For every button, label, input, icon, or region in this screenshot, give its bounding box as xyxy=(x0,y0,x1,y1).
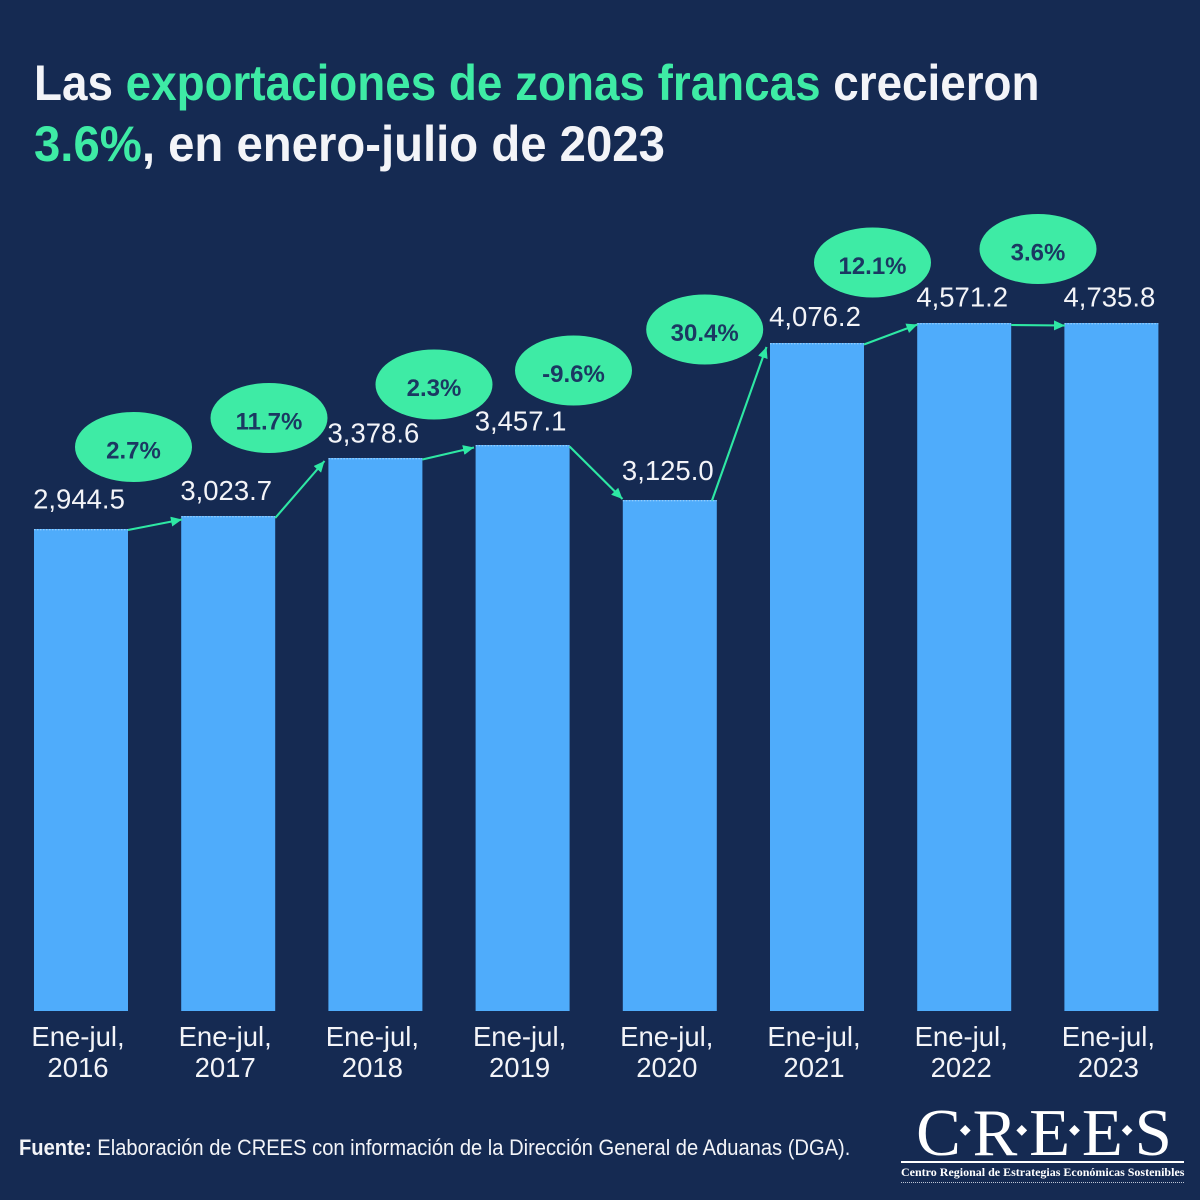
svg-text:-9.6%: -9.6% xyxy=(542,361,605,388)
svg-text:2018: 2018 xyxy=(342,1052,403,1083)
svg-text:4,735.8: 4,735.8 xyxy=(1064,282,1156,313)
svg-text:4,571.2: 4,571.2 xyxy=(916,282,1008,313)
svg-text:Ene-jul,: Ene-jul, xyxy=(31,1021,124,1052)
svg-text:Ene-jul,: Ene-jul, xyxy=(473,1021,566,1052)
svg-text:12.1%: 12.1% xyxy=(838,253,906,280)
svg-text:2.7%: 2.7% xyxy=(106,437,161,464)
svg-text:3,125.0: 3,125.0 xyxy=(622,455,714,486)
svg-text:2,944.5: 2,944.5 xyxy=(33,484,125,515)
svg-text:4,076.2: 4,076.2 xyxy=(769,301,861,332)
svg-text:2023: 2023 xyxy=(1078,1052,1139,1083)
svg-text:3,457.1: 3,457.1 xyxy=(475,406,567,437)
svg-text:Ene-jul,: Ene-jul, xyxy=(915,1021,1008,1052)
svg-text:30.4%: 30.4% xyxy=(671,320,739,347)
svg-text:2020: 2020 xyxy=(636,1052,697,1083)
svg-text:Ene-jul,: Ene-jul, xyxy=(1062,1021,1155,1052)
svg-text:11.7%: 11.7% xyxy=(236,408,303,435)
svg-text:3,023.7: 3,023.7 xyxy=(180,475,272,506)
svg-text:2.3%: 2.3% xyxy=(407,375,462,402)
svg-text:3,378.6: 3,378.6 xyxy=(328,418,420,449)
svg-text:2021: 2021 xyxy=(783,1052,844,1083)
svg-text:2019: 2019 xyxy=(489,1052,550,1083)
svg-text:Ene-jul,: Ene-jul, xyxy=(767,1021,860,1052)
svg-text:3.6%: 3.6% xyxy=(1011,239,1066,266)
svg-text:2017: 2017 xyxy=(195,1052,256,1083)
svg-text:Ene-jul,: Ene-jul, xyxy=(179,1021,272,1052)
svg-text:2016: 2016 xyxy=(47,1052,108,1083)
svg-text:2022: 2022 xyxy=(931,1052,992,1083)
svg-text:Ene-jul,: Ene-jul, xyxy=(620,1021,713,1052)
svg-text:Ene-jul,: Ene-jul, xyxy=(326,1021,419,1052)
